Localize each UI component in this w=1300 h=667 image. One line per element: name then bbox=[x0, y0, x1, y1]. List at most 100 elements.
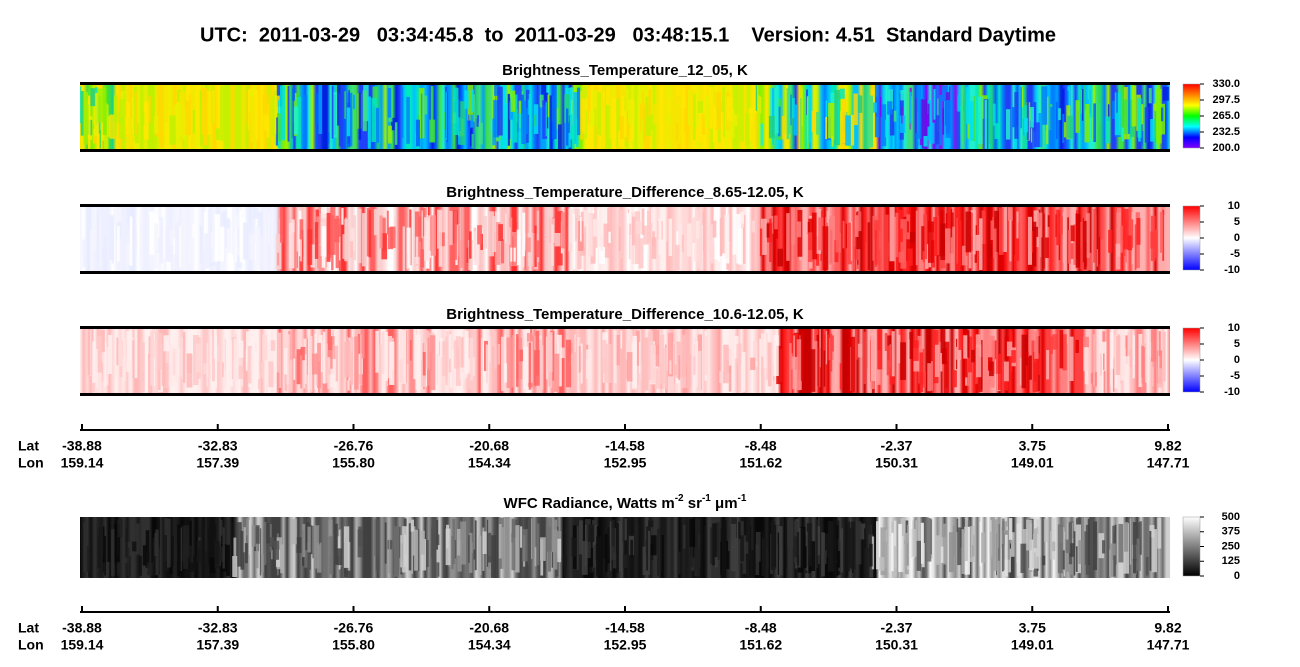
image-streak bbox=[994, 123, 999, 139]
image-streak bbox=[853, 93, 858, 126]
image-streak bbox=[892, 545, 897, 578]
image-streak bbox=[262, 334, 268, 362]
image-streak bbox=[389, 341, 395, 385]
image-streak bbox=[1027, 216, 1033, 265]
image-streak bbox=[473, 549, 476, 560]
image-streak bbox=[1162, 209, 1165, 261]
image-streak bbox=[927, 103, 930, 127]
image-streak bbox=[696, 238, 703, 269]
image-streak bbox=[1014, 92, 1019, 139]
image-streak bbox=[533, 350, 540, 386]
image-streak bbox=[674, 364, 677, 376]
image-streak bbox=[556, 107, 559, 130]
image-streak bbox=[578, 346, 581, 373]
image-streak bbox=[1137, 522, 1140, 539]
image-streak bbox=[1050, 531, 1053, 560]
image-streak bbox=[864, 208, 867, 243]
image-streak bbox=[219, 546, 225, 563]
image-streak bbox=[1129, 349, 1135, 368]
image-streak bbox=[527, 99, 530, 115]
image-streak bbox=[1110, 360, 1116, 387]
image-streak bbox=[132, 541, 137, 552]
image-streak bbox=[1001, 206, 1007, 253]
image-streak bbox=[474, 520, 477, 571]
image-streak bbox=[1068, 230, 1071, 264]
image-streak bbox=[92, 341, 96, 383]
image-streak bbox=[1055, 101, 1058, 139]
image-streak bbox=[276, 117, 278, 146]
image-streak bbox=[723, 344, 729, 384]
image-streak bbox=[183, 525, 190, 557]
image-streak bbox=[408, 523, 412, 571]
image-streak bbox=[423, 330, 430, 369]
title-part: μm bbox=[711, 495, 738, 512]
image-streak bbox=[626, 340, 630, 361]
image-streak bbox=[817, 526, 821, 556]
image-streak bbox=[405, 364, 409, 394]
image-streak bbox=[956, 110, 961, 150]
image-streak bbox=[884, 333, 888, 351]
image-streak bbox=[342, 234, 345, 259]
image-streak bbox=[528, 94, 532, 149]
image-streak bbox=[617, 521, 623, 573]
image-streak bbox=[904, 532, 908, 568]
image-streak bbox=[424, 95, 428, 115]
image-streak bbox=[627, 212, 630, 269]
image-streak bbox=[615, 98, 621, 148]
image-streak bbox=[163, 335, 170, 352]
image-streak bbox=[786, 213, 790, 261]
lat-tick-label: -20.68 bbox=[469, 620, 509, 636]
image-streak bbox=[560, 347, 565, 359]
image-streak bbox=[678, 355, 681, 381]
image-streak bbox=[304, 517, 306, 554]
image-streak bbox=[1127, 235, 1133, 251]
image-streak bbox=[961, 245, 968, 266]
image-streak bbox=[1123, 208, 1129, 250]
image-streak bbox=[1098, 103, 1101, 124]
image-streak bbox=[520, 526, 523, 548]
image-streak bbox=[460, 521, 467, 565]
image-streak bbox=[759, 338, 762, 394]
image-streak bbox=[732, 207, 737, 255]
image-streak bbox=[245, 90, 247, 124]
image-streak bbox=[603, 223, 610, 258]
image-streak bbox=[847, 337, 849, 380]
image-streak bbox=[1135, 538, 1141, 571]
image-streak bbox=[277, 113, 281, 142]
image-streak bbox=[828, 102, 834, 139]
image-streak bbox=[1132, 330, 1135, 367]
image-streak bbox=[997, 524, 999, 548]
image-streak bbox=[336, 548, 343, 566]
image-streak bbox=[993, 519, 998, 571]
image-streak bbox=[818, 347, 821, 388]
image-streak bbox=[325, 328, 328, 383]
image-streak bbox=[221, 211, 227, 227]
image-streak bbox=[214, 539, 217, 569]
image-streak bbox=[473, 94, 475, 122]
image-streak bbox=[206, 363, 211, 378]
image-streak bbox=[580, 351, 582, 371]
image-streak bbox=[410, 519, 415, 532]
image-streak bbox=[314, 222, 319, 259]
image-streak bbox=[337, 536, 341, 556]
image-streak bbox=[327, 357, 331, 390]
image-streak bbox=[1110, 543, 1116, 577]
image-streak bbox=[445, 528, 451, 566]
image-streak bbox=[993, 228, 997, 258]
image-streak bbox=[500, 239, 505, 264]
image-streak bbox=[318, 84, 323, 134]
image-streak bbox=[684, 329, 690, 366]
image-streak bbox=[100, 329, 105, 353]
lon-tick-label: 151.62 bbox=[739, 637, 782, 653]
image-streak bbox=[431, 526, 434, 558]
image-streak bbox=[368, 209, 372, 258]
image-streak bbox=[744, 541, 749, 554]
image-streak bbox=[331, 92, 337, 138]
image-streak bbox=[751, 550, 755, 577]
image-streak bbox=[149, 211, 155, 255]
colorbar-tick-label: 250 bbox=[1222, 540, 1240, 552]
image-streak bbox=[556, 334, 562, 387]
image-streak bbox=[296, 96, 301, 149]
image-streak bbox=[898, 251, 905, 263]
image-streak bbox=[724, 540, 730, 570]
